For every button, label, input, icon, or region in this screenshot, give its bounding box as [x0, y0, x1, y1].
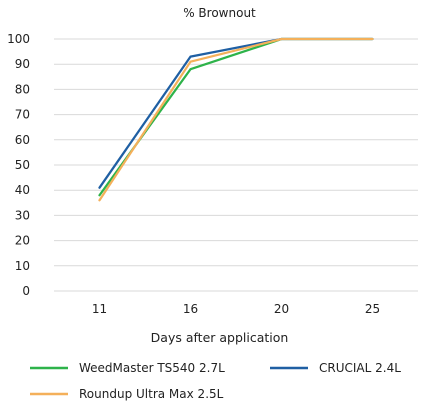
gridlines — [54, 38, 418, 292]
y-tick-label: 40 — [15, 183, 30, 197]
y-tick-label: 90 — [15, 57, 30, 71]
x-axis-ticks: 11 16 20 25 — [92, 302, 380, 316]
x-tick-label: 25 — [365, 302, 380, 316]
y-tick-label: 100 — [7, 32, 30, 46]
y-tick-label: 50 — [15, 158, 30, 172]
legend-label: Roundup Ultra Max 2.5L — [79, 387, 224, 401]
y-tick-label: 30 — [15, 208, 30, 222]
x-axis-label: Days after application — [151, 330, 289, 345]
series-line — [98, 37, 374, 197]
y-tick-label: 80 — [15, 82, 30, 96]
legend-label: CRUCIAL 2.4L — [319, 361, 401, 375]
y-axis-ticks: 0 10 20 30 40 50 60 70 80 90 100 — [7, 32, 30, 298]
series-lines — [98, 37, 374, 202]
y-tick-label: 0 — [22, 284, 30, 298]
x-tick-label: 16 — [183, 302, 198, 316]
y-tick-label: 70 — [15, 108, 30, 122]
y-tick-label: 20 — [15, 234, 30, 248]
legend-label: WeedMaster TS540 2.7L — [79, 361, 225, 375]
x-tick-label: 20 — [274, 302, 289, 316]
x-tick-label: 11 — [92, 302, 107, 316]
series-line — [98, 37, 374, 202]
chart-title: % Brownout — [183, 6, 256, 20]
legend: WeedMaster TS540 2.7L CRUCIAL 2.4L Roundup… — [30, 361, 401, 401]
y-tick-label: 60 — [15, 133, 30, 147]
y-tick-label: 10 — [15, 259, 30, 273]
